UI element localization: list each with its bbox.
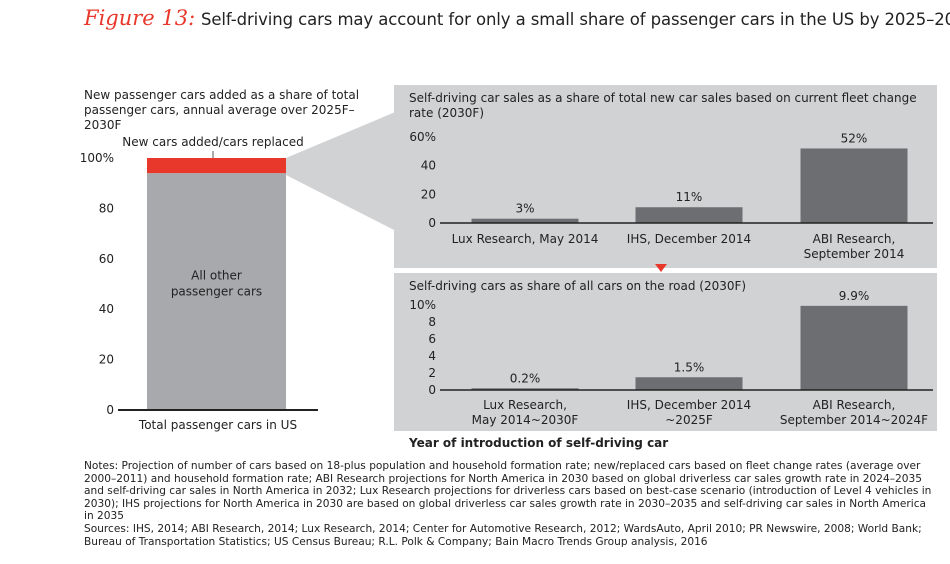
left-y-tick-label: 60 (99, 252, 114, 266)
top-chart-y-tick-label: 60% (409, 130, 436, 144)
left-y-tick-label: 0 (106, 403, 114, 417)
left-x-category-label: Total passenger cars in US (138, 418, 297, 432)
top-chart-y-tick-label: 20 (421, 187, 436, 201)
left-panel-heading: New passenger cars added as a share of t… (84, 88, 384, 133)
stack-label-line-1: All other (191, 269, 242, 283)
sources-text: Sources: IHS, 2014; ABI Research, 2014; … (84, 522, 922, 548)
bottom-chart-y-tick-label: 8 (428, 315, 436, 329)
top-panel-title-line-2: rate (2030F) (409, 106, 484, 120)
bottom-chart-bar (471, 388, 579, 390)
bottom-chart: 10% 8 6 4 2 0 0.2% Lux Research,May 2014~2030F 1… (409, 289, 933, 427)
left-y-tick-label: 100% (80, 151, 114, 165)
top-chart-y-tick-label: 0 (428, 216, 436, 230)
stack-segment-new-cars (147, 158, 286, 174)
top-chart-category-label: Lux Research, May 2014 (452, 232, 599, 246)
left-heading-line-1: New passenger cars added as a share of t… (84, 88, 360, 102)
left-y-tick-label: 40 (99, 302, 114, 316)
top-chart-category-label: September 2014 (804, 247, 905, 261)
bottom-chart-value-label: 0.2% (510, 371, 541, 385)
top-chart-bar (635, 207, 743, 223)
chart-canvas: Self-driving car sales as a share of tot… (80, 85, 937, 450)
stack-label-line-2: passenger cars (171, 285, 262, 299)
stack-segment-other-cars (147, 173, 286, 410)
bottom-chart-category-label: ~2025F (665, 413, 713, 427)
bottom-panel-title: Self-driving cars as share of all cars o… (409, 279, 746, 293)
bottom-chart-bar (800, 305, 908, 390)
left-heading-line-2: passenger cars, annual average over 2025… (84, 103, 355, 132)
bottom-chart-y-tick-label: 0 (428, 383, 436, 397)
bottom-chart-y-tick-label: 2 (428, 366, 436, 380)
top-chart-bar (800, 148, 908, 223)
bottom-chart-category-label: September 2014~2024F (780, 413, 928, 427)
bottom-chart-y-tick-label: 4 (428, 349, 436, 363)
top-chart-y-tick-label: 40 (421, 159, 436, 173)
down-arrow-icon (655, 264, 667, 272)
callout-connector (286, 110, 400, 233)
bottom-chart-category-label: IHS, December 2014 (627, 398, 751, 412)
top-chart-category-label: IHS, December 2014 (627, 232, 751, 246)
top-chart: 60% 40 20 0 3% Lux Research, May 2014 11% IHS, … (409, 130, 933, 261)
top-chart-category-label: ABI Research, (813, 232, 896, 246)
bottom-chart-y-tick-label: 10% (409, 298, 436, 312)
bottom-chart-y-tick-label: 6 (428, 332, 436, 346)
notes-block: Notes: Projection of number of cars base… (84, 460, 936, 548)
figure-label: Figure 13: (84, 6, 196, 30)
top-panel-title-line-1: Self-driving car sales as a share of tot… (409, 91, 917, 105)
top-chart-value-label: 52% (841, 131, 868, 145)
bottom-chart-value-label: 9.9% (839, 289, 870, 303)
bottom-axis-title: Year of introduction of self-driving car (408, 436, 668, 450)
bottom-chart-value-label: 1.5% (674, 360, 705, 374)
figure-title: Self-driving cars may account for only a… (201, 10, 950, 29)
left-y-tick-label: 20 (99, 353, 114, 367)
bottom-chart-bar (635, 377, 743, 390)
top-chart-value-label: 3% (515, 202, 534, 216)
top-chart-bar (471, 218, 579, 223)
bottom-chart-category-label: Lux Research, (483, 398, 567, 412)
left-callout-label: New cars added/cars replaced (122, 135, 303, 149)
bottom-chart-category-label: May 2014~2030F (472, 413, 579, 427)
bottom-chart-category-label: ABI Research, (813, 398, 896, 412)
top-chart-value-label: 11% (676, 190, 703, 204)
notes-text: Notes: Projection of number of cars base… (84, 460, 932, 523)
left-y-tick-label: 80 (99, 201, 114, 215)
left-chart: 100% 80 60 40 20 0 All other passenger cars Tota… (80, 151, 318, 432)
